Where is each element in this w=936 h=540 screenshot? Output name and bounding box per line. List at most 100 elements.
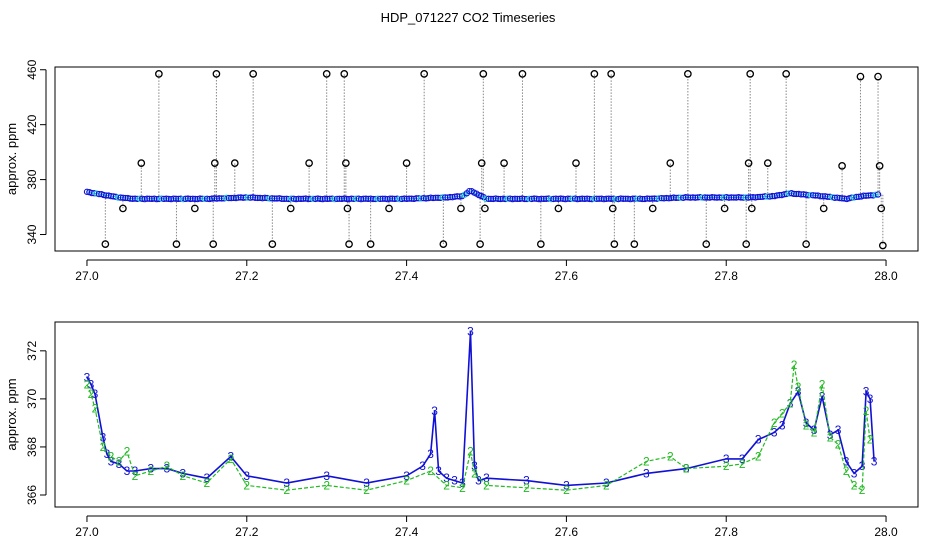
x-tick-label: 28.0 — [874, 269, 898, 283]
y-tick-label: 370 — [25, 389, 39, 409]
outlier-point — [249, 70, 258, 78]
outlier-point — [137, 159, 146, 167]
series-marker: 3 — [851, 466, 858, 480]
series-marker: 2 — [851, 478, 858, 492]
series-marker: 3 — [227, 450, 234, 464]
outlier-point — [572, 159, 580, 167]
series-marker: 3 — [243, 469, 250, 483]
series-marker: 3 — [475, 474, 482, 488]
outlier-point — [286, 204, 295, 213]
series-marker: 2 — [132, 469, 139, 483]
series-marker: 2 — [363, 483, 370, 497]
series-marker: 3 — [459, 476, 466, 490]
series-marker: 3 — [483, 471, 490, 485]
outlier-point — [366, 240, 375, 248]
outlier-point — [155, 70, 163, 78]
y-tick-label: 366 — [25, 485, 39, 505]
outlier-point — [268, 240, 277, 248]
series-marker: 3 — [803, 416, 810, 430]
series-marker: 3 — [467, 325, 474, 339]
outlier-point — [819, 204, 828, 213]
outlier-point — [878, 241, 887, 250]
series-marker: 2 — [863, 404, 870, 418]
outlier-point — [101, 240, 110, 248]
outlier-point — [554, 204, 563, 213]
series-marker: 3 — [283, 476, 290, 490]
x-tick-label: 27.4 — [395, 525, 419, 539]
series-marker: 2 — [643, 454, 650, 468]
outlier-point — [439, 240, 448, 248]
series-marker: 3 — [871, 454, 878, 468]
x-tick-label: 28.0 — [874, 525, 898, 539]
outlier-point — [782, 70, 791, 78]
series-marker: 2 — [180, 469, 187, 483]
series-marker: 2 — [683, 462, 690, 476]
outlier-point — [119, 204, 127, 213]
series-marker: 3 — [771, 426, 778, 440]
series-marker: 2 — [827, 430, 834, 444]
series-marker: 3 — [323, 469, 330, 483]
outlier-point — [340, 70, 349, 78]
series-marker: 3 — [859, 459, 866, 473]
outlier-point — [802, 240, 810, 248]
y-axis-label: approx. ppm — [4, 123, 19, 195]
x-tick-label: 27.4 — [395, 269, 419, 283]
x-tick-label: 27.8 — [715, 269, 739, 283]
outlier-point — [607, 70, 616, 78]
series-marker: 3 — [116, 457, 123, 471]
series-marker: 2 — [791, 358, 798, 372]
series-marker: 2 — [227, 452, 234, 466]
series-marker: 3 — [431, 404, 438, 418]
x-tick-label: 27.0 — [75, 525, 99, 539]
outlier-point — [230, 159, 239, 167]
outlier-point — [457, 204, 465, 213]
series-marker: 2 — [84, 377, 91, 391]
series-marker: 3 — [104, 447, 111, 461]
series-marker: 3 — [84, 370, 91, 384]
series-marker: 2 — [803, 418, 810, 432]
series-line — [86, 365, 871, 492]
series-marker: 2 — [483, 478, 490, 492]
series-marker: 2 — [819, 377, 826, 391]
baseline-point — [872, 191, 879, 198]
outlier-point — [630, 240, 639, 248]
series-marker: 3 — [180, 466, 187, 480]
x-tick-label: 27.8 — [715, 525, 739, 539]
outlier-point — [877, 204, 886, 213]
outlier-point — [875, 162, 884, 170]
series-marker: 2 — [563, 483, 570, 497]
outlier-point — [172, 240, 181, 248]
series-marker: 2 — [459, 481, 466, 495]
outlier-point — [402, 159, 411, 167]
series-marker: 3 — [363, 476, 370, 490]
series-marker: 3 — [603, 476, 610, 490]
outlier-point — [747, 204, 756, 213]
outlier-point — [476, 240, 484, 248]
top-panel: 27.0 27.2 27.4 27.6 27.8 28.0 340 380 420 460 appr… — [4, 59, 919, 283]
series-marker: 2 — [867, 433, 874, 447]
series-marker: 3 — [88, 377, 95, 391]
series-marker: 3 — [835, 423, 842, 437]
y-tick-label: 460 — [25, 59, 39, 79]
outlier-point — [648, 204, 657, 213]
series-marker: 3 — [124, 464, 131, 478]
series-marker: 2 — [755, 450, 762, 464]
series-marker: 3 — [403, 469, 410, 483]
series-marker: 3 — [755, 433, 762, 447]
outlier-point — [590, 70, 599, 78]
series-marker: 2 — [859, 483, 866, 497]
series-marker: 3 — [563, 478, 570, 492]
outlier-point — [518, 70, 527, 78]
series-marker: 3 — [795, 385, 802, 399]
y-tick-label: 380 — [25, 169, 39, 189]
x-tick-label: 27.2 — [235, 525, 259, 539]
series-marker: 2 — [843, 464, 850, 478]
baseline-point — [874, 191, 882, 198]
series-marker: 2 — [124, 445, 131, 459]
y-axis-label: approx. ppm — [4, 378, 19, 450]
series-marker: 3 — [92, 387, 99, 401]
series-marker: 2 — [739, 457, 746, 471]
series-marker: 2 — [787, 397, 794, 411]
outlier-point — [210, 159, 219, 167]
x-tick-label: 27.2 — [235, 269, 259, 283]
